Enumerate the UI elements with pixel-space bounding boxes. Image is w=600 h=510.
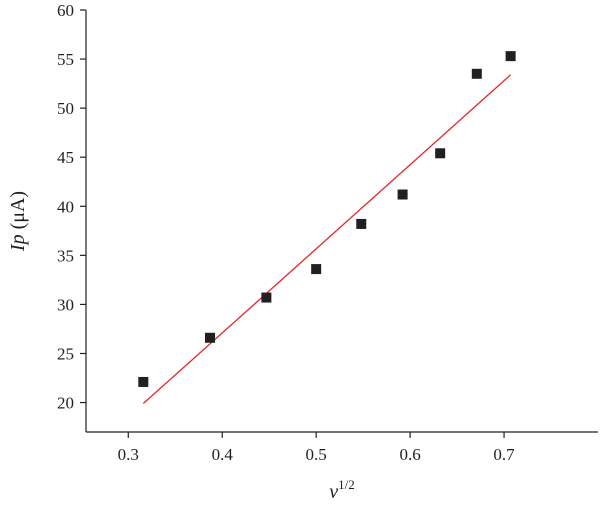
data-point — [311, 264, 322, 275]
x-tick-label: 0.5 — [306, 445, 327, 464]
y-tick-label: 25 — [57, 344, 74, 363]
data-point — [261, 292, 272, 303]
x-axis-label-exponent: 1/2 — [338, 477, 355, 492]
y-tick-label: 30 — [57, 295, 74, 314]
x-tick-label: 0.6 — [399, 445, 420, 464]
axes — [85, 10, 598, 433]
y-tick-label: 35 — [57, 246, 74, 265]
y-axis-label: Ip (μA) — [7, 191, 29, 252]
data-point — [397, 189, 408, 200]
y-axis-label-unit: (μA) — [7, 191, 29, 230]
x-tick-label: 0.7 — [493, 445, 515, 464]
data-point — [138, 376, 149, 387]
fit-line-group — [142, 74, 512, 405]
x-axis-label: v1/2 — [329, 477, 355, 503]
y-tick-label: 50 — [57, 99, 74, 118]
fit-line — [142, 74, 512, 405]
y-tick-label: 40 — [57, 197, 74, 216]
data-points — [138, 51, 516, 387]
data-point — [356, 218, 367, 229]
x-ticks: 0.3 0.4 0.5 0.6 0.7 — [118, 432, 515, 464]
x-tick-label: 0.4 — [212, 445, 234, 464]
data-point — [471, 68, 482, 79]
y-tick-label: 20 — [57, 394, 74, 413]
x-axis-label-symbol: v — [329, 481, 338, 503]
data-point — [435, 148, 446, 159]
y-tick-label: 60 — [57, 1, 74, 20]
y-tick-label: 45 — [57, 148, 74, 167]
data-point — [205, 332, 216, 343]
y-ticks: 20 25 30 35 40 45 50 55 60 — [57, 1, 86, 413]
y-tick-label: 55 — [57, 50, 74, 69]
data-point — [505, 51, 516, 62]
y-axis-label-symbol: Ip — [7, 234, 29, 252]
x-tick-label: 0.3 — [118, 445, 139, 464]
